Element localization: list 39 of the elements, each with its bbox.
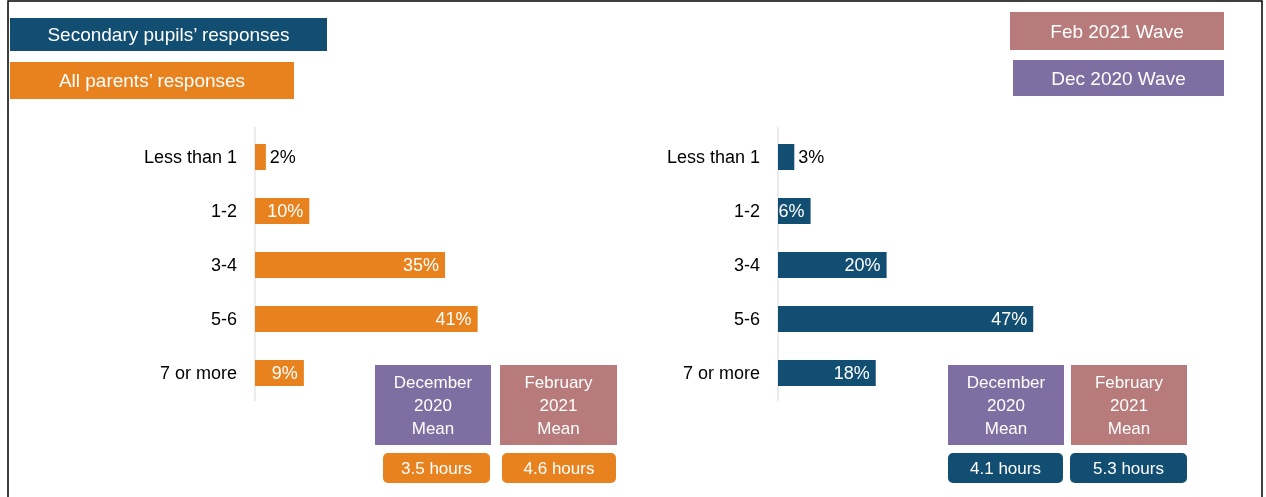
text: Dec 2020 Wave — [1051, 67, 1186, 89]
annotation: December 2020 Mean — [966, 372, 1046, 438]
data-label: 35% — [403, 255, 440, 276]
data-label: 2% — [269, 147, 296, 168]
data-label: 47% — [991, 309, 1028, 330]
y-tick-label: 5-6 — [733, 309, 760, 330]
y-tick-label: 7 or more — [159, 363, 237, 384]
y-tick-label: Less than 1 — [666, 147, 760, 168]
bar — [778, 360, 876, 386]
data-label: 20% — [844, 255, 881, 276]
bar — [778, 252, 887, 278]
data-label: 41% — [435, 309, 472, 330]
bar — [255, 144, 266, 170]
bar — [778, 306, 1034, 332]
y-tick-label: Less than 1 — [143, 147, 237, 168]
text: February 2021 Mean — [1094, 372, 1164, 438]
bar — [255, 306, 478, 332]
data-label: 10% — [267, 201, 304, 222]
data-label: 3% — [798, 147, 825, 168]
y-tick-label: 1-2 — [733, 201, 760, 222]
y-tick-label: 3-4 — [210, 255, 237, 276]
y-tick-label: 5-6 — [210, 309, 237, 330]
text: 5.3 hours — [1093, 458, 1164, 478]
bar — [255, 252, 446, 278]
text: All parents’ responses — [58, 70, 246, 92]
y-tick-label: 3-4 — [733, 255, 760, 276]
annotation: December 2020 Mean — [393, 372, 473, 438]
text: 4.6 hours — [523, 458, 595, 478]
text: 4.1 hours — [970, 458, 1041, 478]
data-label: 18% — [833, 363, 870, 384]
text: Feb 2021 Wave — [1050, 20, 1184, 42]
data-label: 6% — [778, 201, 805, 222]
text: Secondary pupils’ responses — [47, 24, 290, 46]
text: 3.5 hours — [401, 458, 472, 478]
bar — [778, 144, 795, 170]
y-tick-label: 1-2 — [210, 201, 237, 222]
text: February 2021 Mean — [524, 372, 594, 438]
y-tick-label: 7 or more — [682, 363, 760, 384]
data-label: 9% — [271, 363, 298, 384]
